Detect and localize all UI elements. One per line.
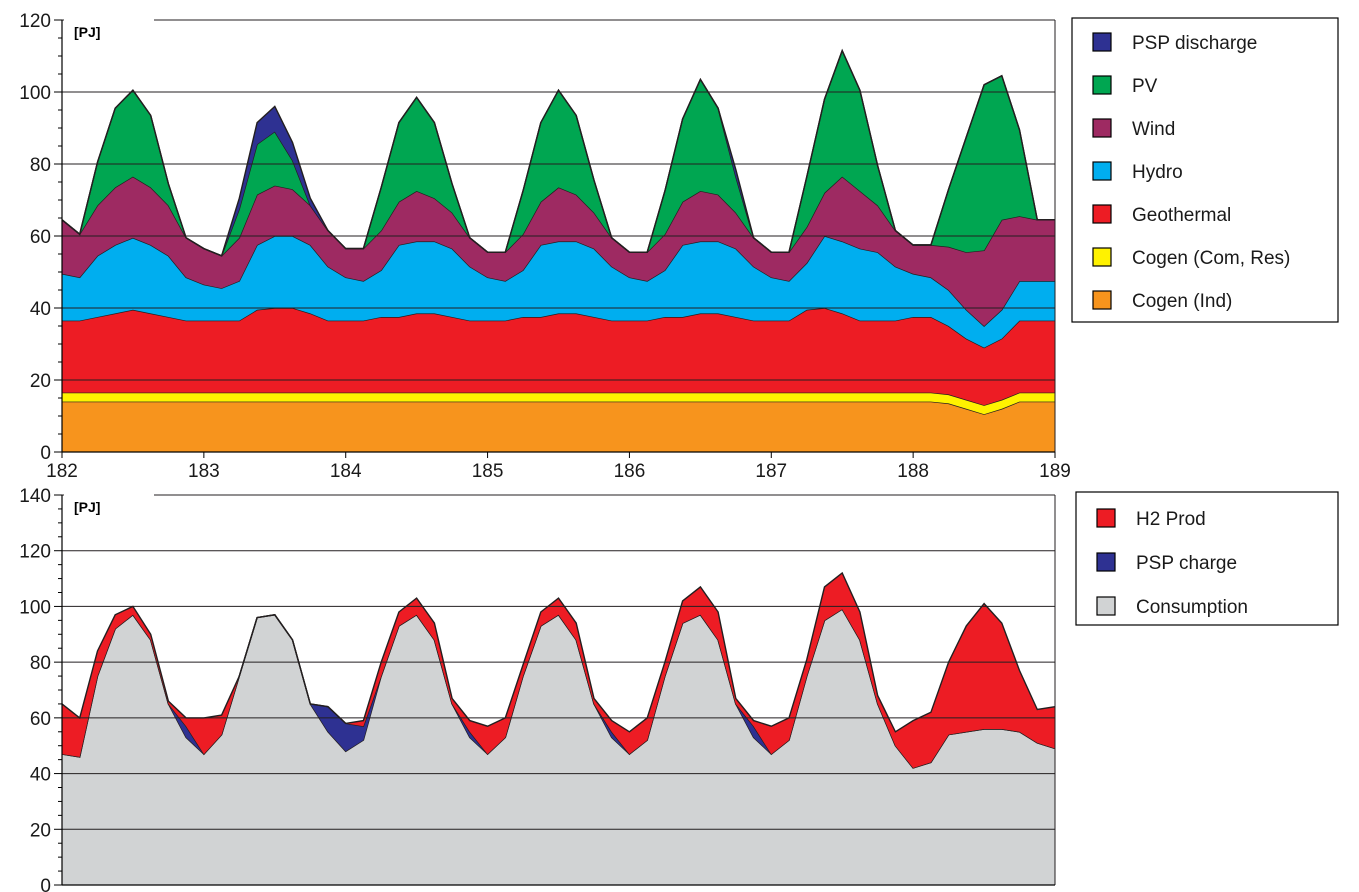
area-wind	[62, 176, 1055, 326]
legend-label-wind: Wind	[1132, 119, 1175, 140]
legend-label-pv: PV	[1132, 76, 1158, 97]
legend-box	[1071, 17, 1339, 323]
unit-label: [PJ]	[74, 499, 100, 515]
y-tick-label: 100	[19, 597, 51, 618]
y-tick-label: 120	[19, 11, 51, 32]
legend-label-psp-charge: PSP charge	[1136, 553, 1237, 574]
boundary-h2-prod	[61, 571, 1056, 733]
boundary-psp-discharge	[61, 48, 1055, 257]
x-tick-label: 187	[755, 461, 787, 482]
unit-label-background	[64, 492, 154, 522]
top-chart: 0 20 40 60 80 100 120 182 183 184 185 186 187 188 189 […	[19, 11, 1071, 482]
legend-label-cogen-ind: Cogen (Ind)	[1132, 291, 1232, 312]
area-pv	[62, 50, 1055, 256]
y-tick-label: 80	[30, 653, 51, 674]
y-tick-label: 140	[19, 486, 51, 507]
x-tick-label: 185	[472, 461, 504, 482]
area-layers	[61, 571, 1056, 885]
unit-label-background	[64, 17, 154, 47]
x-tick-label: 182	[46, 461, 78, 482]
y-tick-label: 40	[30, 765, 51, 786]
legend-label-psp-discharge: PSP discharge	[1132, 33, 1257, 54]
y-tick-label: 40	[30, 299, 51, 320]
legend-swatch-pv	[1092, 75, 1112, 95]
legend-label-geothermal: Geothermal	[1132, 205, 1231, 226]
legend-swatch-wind	[1092, 118, 1112, 138]
gridlines	[62, 494, 1055, 830]
x-tick-label: 186	[614, 461, 646, 482]
legend-label-consumption: Consumption	[1136, 597, 1248, 618]
area-h2-prod	[62, 573, 1055, 768]
area-geothermal	[62, 308, 1055, 406]
y-tick-label: 120	[19, 542, 51, 563]
y-tick-label: 80	[30, 155, 51, 176]
x-tick-label: 183	[188, 461, 220, 482]
y-tick-label: 60	[30, 227, 51, 248]
unit-label: [PJ]	[74, 24, 100, 40]
legend-swatch-consumption	[1096, 596, 1116, 616]
x-tick-label: 184	[330, 461, 362, 482]
y-tick-label: 100	[19, 83, 51, 104]
legend-swatch-h2-prod	[1096, 508, 1116, 528]
legend-box	[1075, 491, 1339, 626]
legend-swatch-hydro	[1092, 161, 1112, 181]
y-tick-label: 20	[30, 820, 51, 841]
legend-swatch-geothermal	[1092, 204, 1112, 224]
bottom-chart: 0 20 40 60 80 100 120 140 [PJ]	[19, 486, 1056, 892]
top-legend: PSP discharge PV Wind Hydro Geothermal Cogen …	[1071, 17, 1339, 323]
area-layers	[61, 48, 1055, 452]
gridlines	[62, 19, 1055, 381]
legend-swatch-cogen-com-res	[1092, 247, 1112, 267]
y-tick-label: 20	[30, 371, 51, 392]
legend-swatch-cogen-ind	[1092, 290, 1112, 310]
x-tick-label: 189	[1039, 461, 1071, 482]
area-psp-discharge	[62, 50, 1055, 256]
area-cogen-com-res	[62, 392, 1055, 415]
legend-label-h2-prod: H2 Prod	[1136, 509, 1206, 530]
area-cogen-ind	[62, 401, 1055, 452]
legend-label-hydro: Hydro	[1132, 162, 1183, 183]
legend-swatch-psp-discharge	[1092, 32, 1112, 52]
legend-label-cogen-com-res: Cogen (Com, Res)	[1132, 248, 1290, 269]
x-tick-label: 188	[897, 461, 929, 482]
bottom-legend: H2 Prod PSP charge Consumption	[1075, 491, 1339, 626]
y-tick-label: 0	[40, 876, 51, 892]
y-tick-label: 0	[40, 443, 51, 464]
y-tick-label: 60	[30, 709, 51, 730]
legend-swatch-psp-charge	[1096, 552, 1116, 572]
